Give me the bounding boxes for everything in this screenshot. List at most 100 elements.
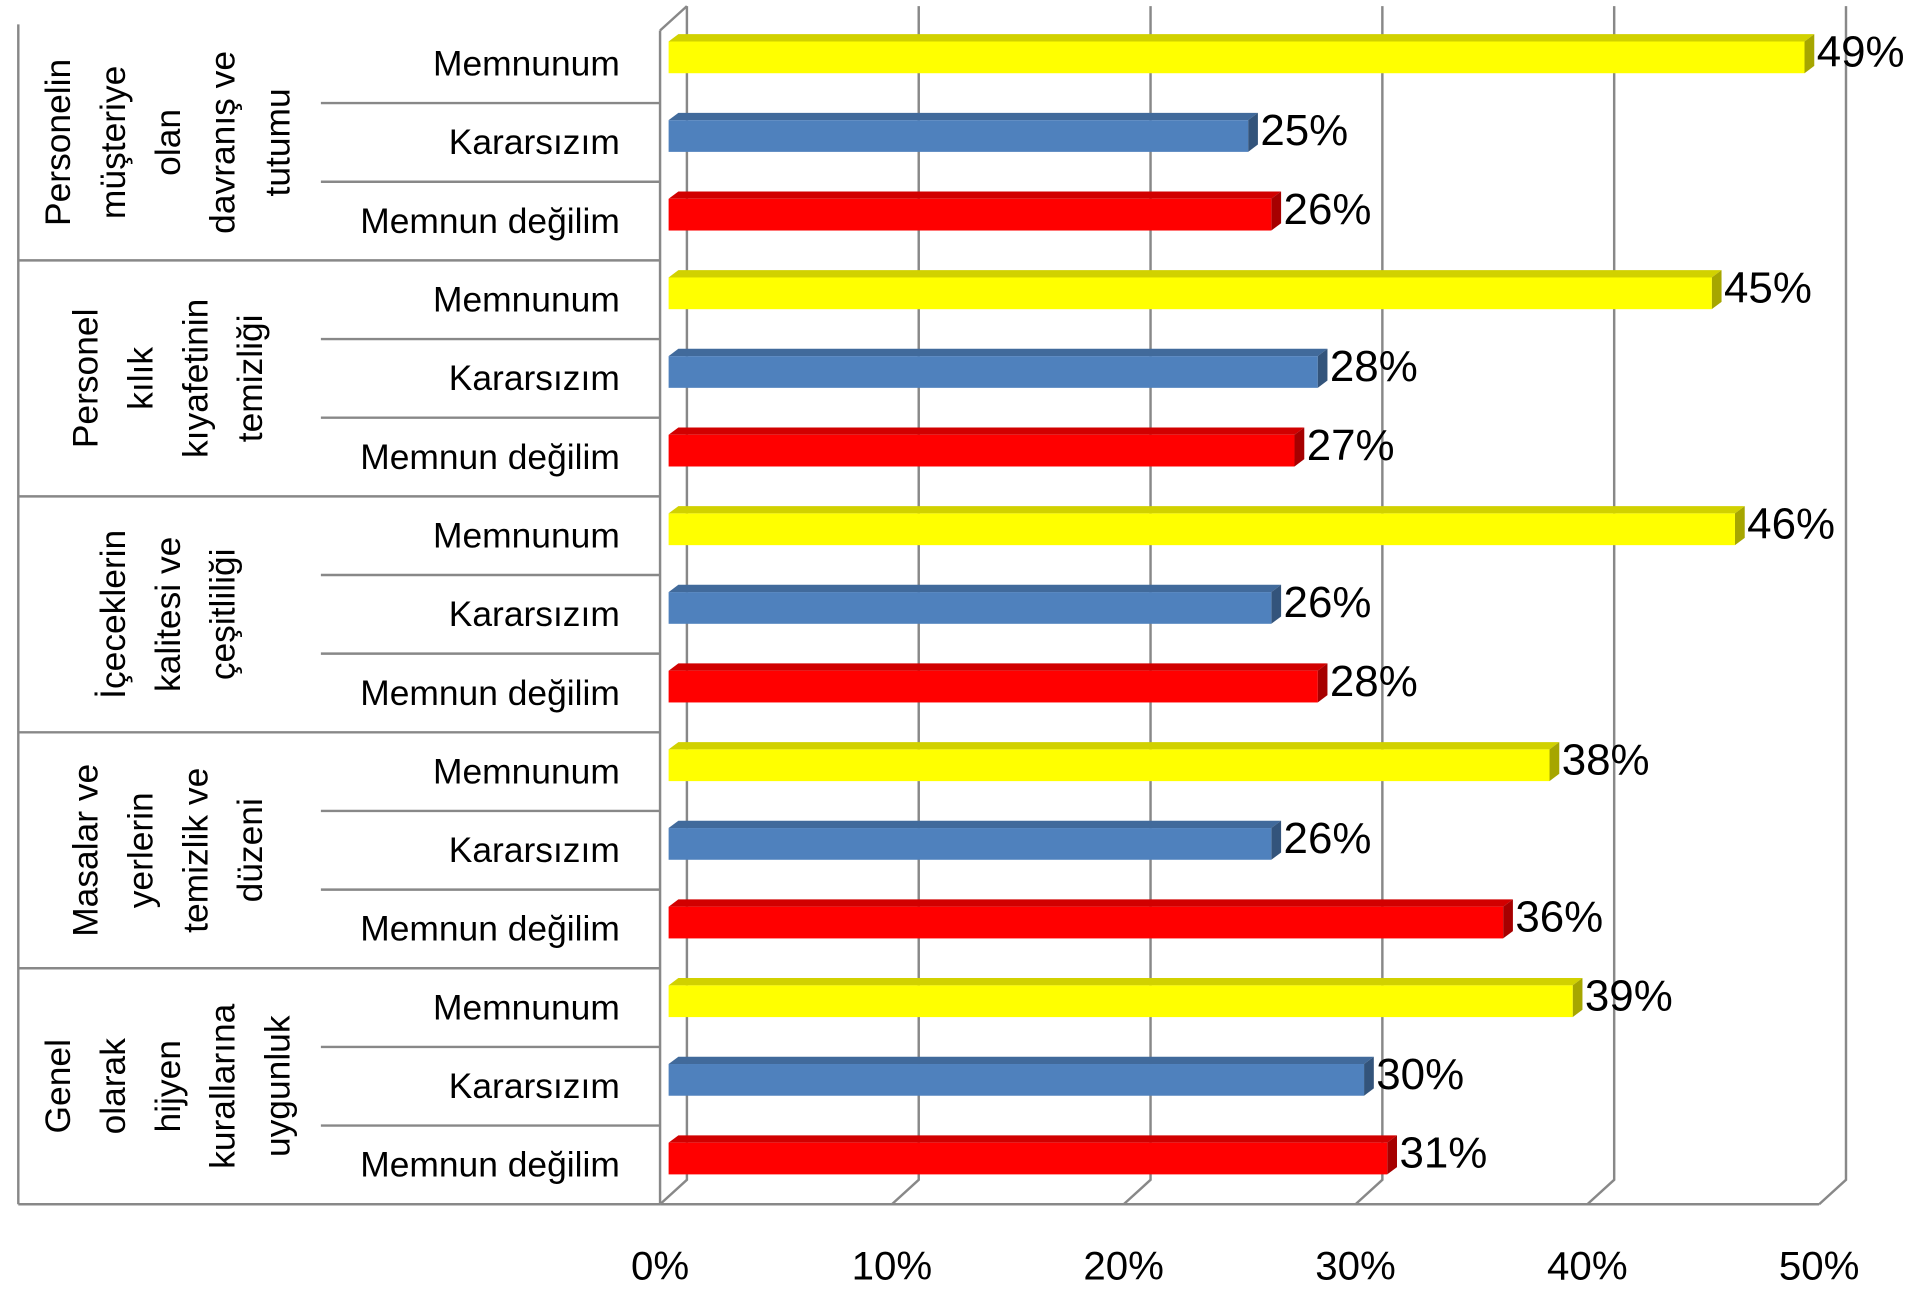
group-label-line: çeşitliliği — [204, 548, 243, 680]
bar — [668, 584, 1282, 624]
bar-front — [668, 749, 1550, 782]
bar-top — [668, 1056, 1374, 1065]
bar — [668, 34, 1815, 74]
bar-front — [668, 120, 1249, 152]
bar-top — [668, 663, 1328, 671]
grid-line — [659, 6, 689, 1206]
row-label: Memnunum — [433, 45, 620, 84]
data-label: 27% — [1307, 421, 1395, 470]
bar-top — [668, 584, 1282, 593]
x-tick-label: 20% — [1083, 1244, 1164, 1286]
bar-front — [668, 906, 1504, 939]
bar-top — [668, 112, 1258, 121]
bar-front — [668, 356, 1318, 388]
data-label: 30% — [1376, 1050, 1464, 1099]
bar-front — [668, 1064, 1365, 1096]
bar — [668, 348, 1328, 388]
group-label-line: İçeceklerin — [94, 530, 133, 699]
bar-front — [668, 985, 1573, 1018]
bar-side — [1387, 1135, 1398, 1175]
bar-top — [668, 978, 1583, 986]
data-label: 26% — [1284, 578, 1372, 627]
data-label: 26% — [1284, 185, 1372, 234]
data-label: 36% — [1515, 893, 1603, 942]
data-label: 38% — [1562, 735, 1650, 784]
bar-top — [668, 1135, 1398, 1143]
bar-side — [1271, 820, 1282, 860]
bar-front — [668, 277, 1712, 310]
group-label-line: Masalar ve — [67, 764, 106, 937]
bar-top — [668, 899, 1513, 907]
group-label-line: temizlik ve — [177, 768, 216, 933]
data-label: 26% — [1284, 814, 1372, 863]
bar-top — [668, 348, 1328, 357]
row-label: Kararsızım — [449, 1067, 620, 1106]
bar-top — [668, 34, 1815, 42]
bar-top — [668, 820, 1282, 829]
bar-side — [1503, 899, 1513, 939]
group-label-line: yerlerin — [122, 792, 161, 908]
bar-side — [1572, 978, 1583, 1018]
bar-side — [1248, 112, 1258, 152]
group-label: Personelin müşteriye olan davranış ve tutumu — [39, 51, 298, 234]
bar-side — [1549, 742, 1560, 782]
bar-front — [668, 828, 1272, 860]
bar-top — [668, 191, 1282, 199]
bar — [668, 1056, 1374, 1096]
bar — [668, 1135, 1398, 1175]
group-label: Personel kılık kıyafetinin temizliği — [67, 299, 271, 458]
x-tick-label: 50% — [1779, 1244, 1860, 1286]
bar — [668, 191, 1282, 231]
x-tick-label: 10% — [852, 1244, 933, 1286]
group-label-line: davranış ve — [204, 51, 243, 234]
bar — [668, 427, 1305, 467]
data-label: 31% — [1399, 1129, 1487, 1178]
group-label-line: kalitesi ve — [149, 537, 188, 692]
row-label: Memnun değilim — [360, 674, 620, 713]
bar-side — [1294, 427, 1305, 467]
group-label: Genel olarak hijyen kurallarına uygunluk — [39, 1003, 298, 1168]
row-label: Memnunum — [433, 280, 620, 319]
data-label: 39% — [1585, 971, 1673, 1020]
bar — [668, 270, 1722, 310]
data-label: 45% — [1724, 263, 1812, 312]
row-label: Memnun değilim — [360, 910, 620, 949]
group-label-line: düzeni — [232, 798, 271, 902]
group-label: Masalar ve yerlerin temizlik ve düzeni — [67, 764, 271, 937]
x-tick-label: 0% — [631, 1244, 689, 1286]
group-label-line: kurallarına — [204, 1003, 243, 1168]
row-label: Memnun değilim — [360, 1146, 620, 1185]
group-label-line: olarak — [94, 1038, 133, 1135]
axis-line — [659, 5, 688, 32]
bar-front — [668, 1142, 1388, 1175]
data-label: 49% — [1817, 28, 1905, 77]
bar-top — [668, 742, 1560, 750]
bar-side — [1711, 270, 1722, 310]
grid-line — [891, 6, 920, 1206]
row-label: Kararsızım — [449, 359, 620, 398]
bar-top — [668, 270, 1722, 278]
group-label-line: temizliği — [232, 314, 271, 442]
data-label: 46% — [1747, 499, 1835, 548]
group-label-line: Genel — [39, 1039, 78, 1133]
data-label: 28% — [1330, 657, 1418, 706]
bar-top — [668, 427, 1305, 435]
bar-front — [668, 434, 1295, 467]
group-label-line: müşteriye — [94, 66, 133, 219]
x-tick-label: 40% — [1547, 1244, 1628, 1286]
bar — [668, 899, 1513, 939]
bar-side — [1317, 348, 1328, 388]
group-label-line: olan — [149, 109, 188, 176]
bar-front — [668, 670, 1318, 703]
bar-front — [668, 41, 1805, 74]
bar-side — [1364, 1056, 1374, 1096]
bar — [668, 663, 1328, 703]
bar-front — [668, 198, 1272, 231]
row-label: Memnun değilim — [360, 438, 620, 477]
bar — [668, 112, 1258, 152]
x-tick-label: 30% — [1315, 1244, 1396, 1286]
grid-line — [1818, 6, 1848, 1206]
bar — [668, 742, 1560, 782]
bar-top — [668, 506, 1745, 514]
